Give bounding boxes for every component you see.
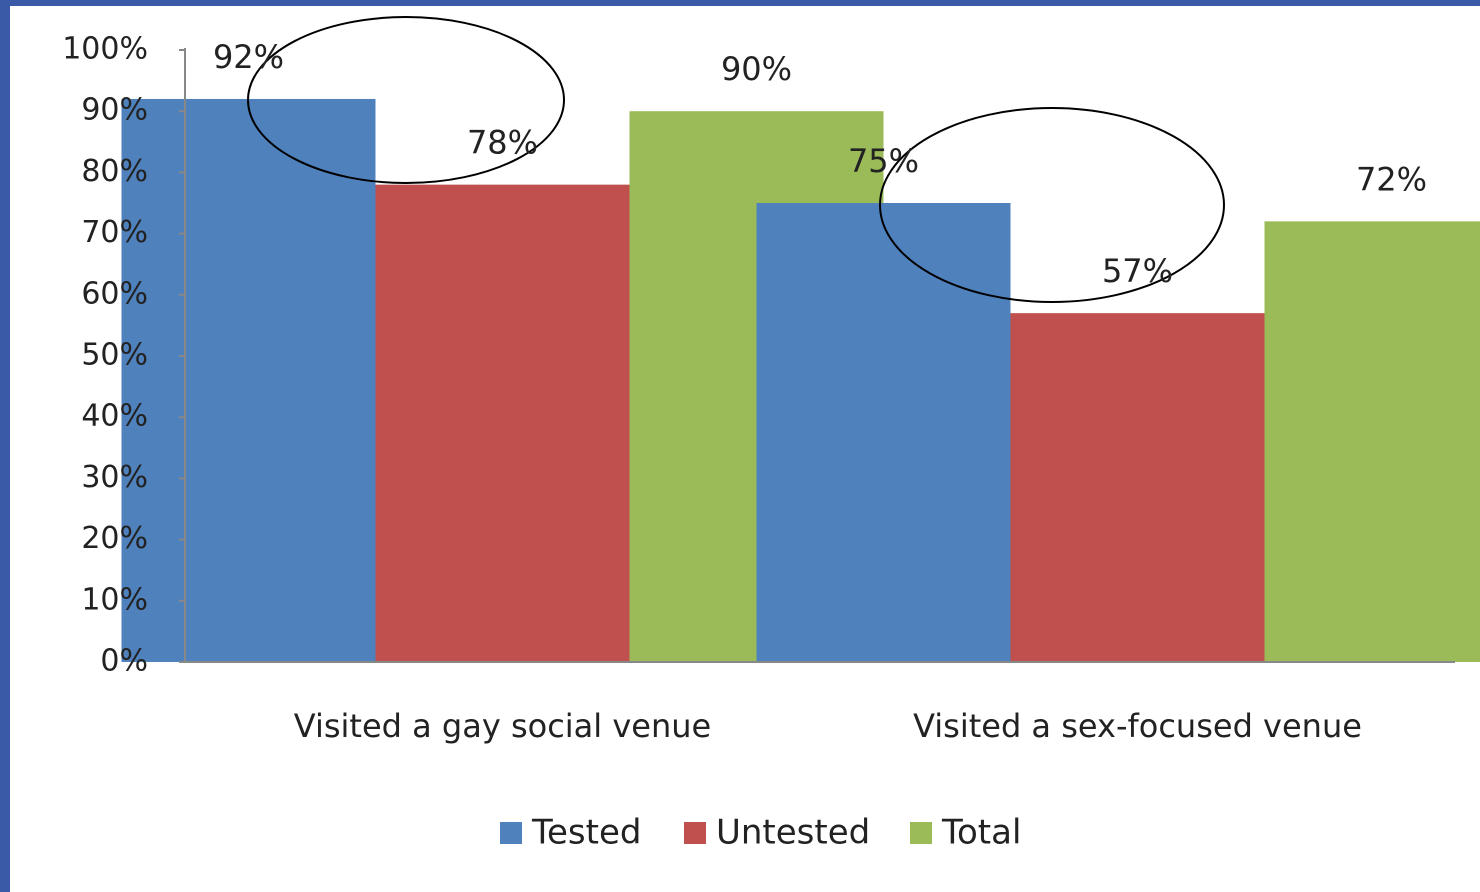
data-label: 57% — [1102, 252, 1173, 290]
y-tick-label: 40% — [81, 399, 148, 434]
data-label: 78% — [467, 124, 538, 162]
y-tick-label: 10% — [81, 582, 148, 617]
data-label: 92% — [213, 38, 284, 76]
bar — [1010, 313, 1265, 662]
legend-swatch — [910, 822, 932, 844]
bar — [756, 203, 1011, 662]
y-tick-label: 30% — [81, 460, 148, 495]
y-tick-label: 90% — [81, 93, 148, 128]
y-tick-label: 100% — [62, 32, 148, 67]
x-tick-label: Visited a gay social venue — [294, 707, 711, 745]
legend-swatch — [500, 822, 522, 844]
data-label: 72% — [1356, 160, 1427, 198]
y-tick-label: 50% — [81, 338, 148, 373]
y-tick-label: 70% — [81, 215, 148, 250]
data-label: 75% — [848, 142, 919, 180]
legend-label: Tested — [531, 813, 641, 853]
y-tick-label: 0% — [100, 644, 148, 679]
data-label: 90% — [721, 50, 792, 88]
legend-label: Untested — [716, 813, 870, 853]
legend-swatch — [684, 822, 706, 844]
highlight-ellipse — [879, 107, 1225, 303]
highlight-ellipse — [247, 16, 565, 184]
x-tick-label: Visited a sex-focused venue — [913, 707, 1362, 745]
y-tick-label: 80% — [81, 154, 148, 189]
bar — [121, 98, 376, 662]
y-tick-label: 60% — [81, 276, 148, 311]
bar — [1264, 221, 1480, 663]
y-tick-label: 20% — [81, 521, 148, 556]
legend-label: Total — [941, 813, 1021, 853]
bar — [375, 184, 630, 662]
